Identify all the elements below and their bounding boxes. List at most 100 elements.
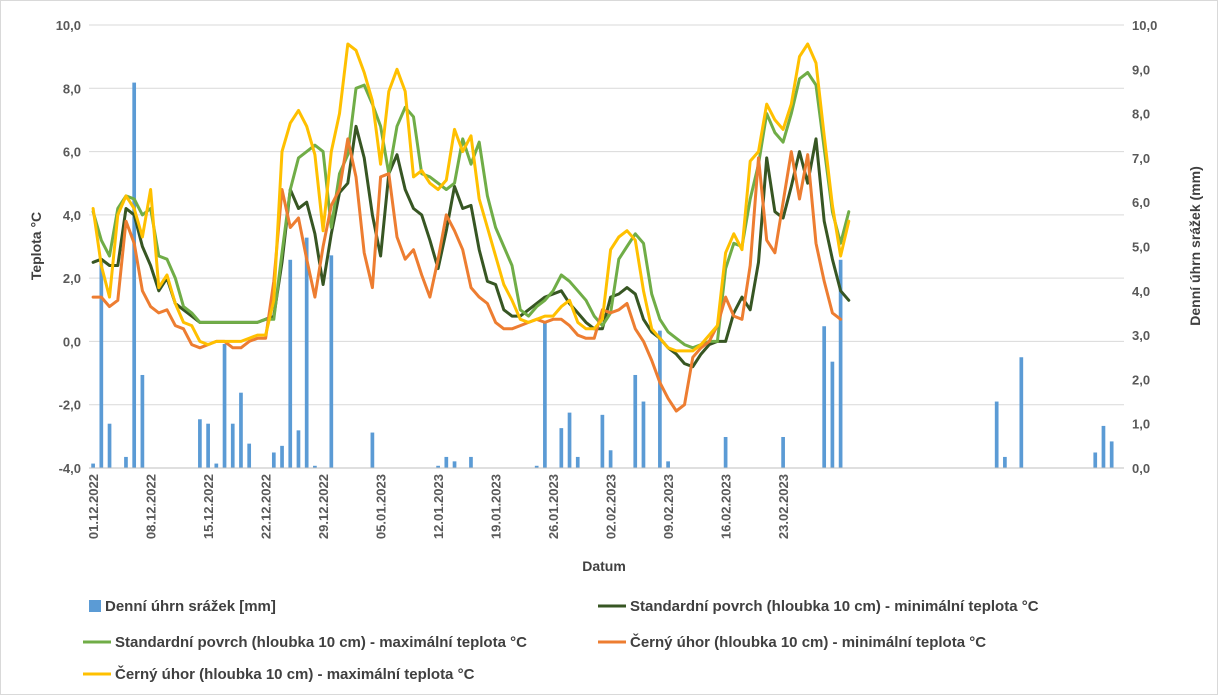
x-tick-label: 15.12.2022 — [201, 474, 216, 539]
precipitation-bar — [222, 343, 227, 468]
y-axis-left-title: Teplota °C — [28, 212, 44, 280]
y-left-tick-label: -2,0 — [59, 398, 81, 413]
precipitation-bar — [469, 456, 473, 468]
precipitation-bar — [239, 392, 243, 468]
y-right-tick-label: 0,0 — [1132, 461, 1150, 476]
precipitation-bar — [641, 401, 646, 468]
x-tick-label: 05.01.2023 — [374, 474, 389, 539]
x-tick-label: 01.12.2022 — [86, 474, 101, 539]
precipitation-bar — [1093, 452, 1098, 468]
temperature-line-2 — [91, 71, 851, 350]
precipitation-bar — [1109, 441, 1114, 468]
precipitation-bar — [91, 463, 95, 468]
y-right-tick-label: 8,0 — [1132, 107, 1150, 122]
precipitation-bar — [575, 456, 580, 468]
y-right-tick-label: 9,0 — [1132, 62, 1150, 77]
precipitation-bar — [444, 456, 449, 468]
precipitation-bar — [1101, 425, 1106, 468]
x-tick-label: 29.12.2022 — [316, 474, 331, 539]
precipitation-bar — [140, 374, 145, 468]
legend-item: Standardní povrch (hloubka 10 cm) - mini… — [598, 598, 1039, 615]
precipitation-bar — [304, 237, 309, 468]
legend-label: Standardní povrch (hloubka 10 cm) - mini… — [630, 598, 1039, 615]
precipitation-bar — [329, 255, 334, 468]
precipitation-bar — [99, 259, 104, 468]
precipitation-bar — [230, 423, 235, 468]
precipitation-bar — [436, 465, 440, 468]
precipitation-bar — [271, 452, 276, 468]
x-tick-label: 08.12.2022 — [144, 474, 159, 539]
y-left-tick-label: 10,0 — [56, 18, 81, 33]
legend-item: Denní úhrn srážek [mm] — [89, 598, 276, 615]
legend-swatch — [89, 600, 101, 612]
y-axis-right-title: Denní úhrn srážek (mm) — [1187, 166, 1203, 325]
y-left-tick-label: 2,0 — [63, 271, 81, 286]
precipitation-bar — [994, 401, 999, 468]
precipitation-bar — [723, 436, 728, 468]
y-right-tick-label: 1,0 — [1132, 417, 1150, 432]
legend: Denní úhrn srážek [mm] Standardní povrch … — [83, 598, 1039, 683]
x-tick-label: 12.01.2023 — [431, 474, 446, 539]
precipitation-bar — [600, 414, 605, 468]
precipitation-bars — [91, 82, 1114, 468]
precipitation-bar — [608, 450, 613, 468]
y-right-tick-label: 10,0 — [1132, 18, 1157, 33]
axes: -4,0 -2,0 0,0 2,0 4,0 6,0 8,0 10,0 0,0 1,0 2,0 3,0 4… — [56, 18, 1158, 539]
x-tick-label: 26.01.2023 — [546, 474, 561, 539]
precipitation-bar — [247, 443, 252, 468]
precipitation-bar — [838, 259, 843, 468]
precipitation-bar — [666, 461, 670, 468]
y-left-tick-label: 6,0 — [63, 145, 81, 160]
precipitation-bar — [658, 330, 662, 468]
temperature-lines — [91, 42, 851, 413]
precipitation-bar — [781, 436, 785, 468]
y-left-tick-label: 8,0 — [63, 81, 81, 96]
gridlines — [89, 24, 1124, 469]
precipitation-bar — [543, 321, 547, 468]
x-tick-label: 09.02.2023 — [661, 474, 676, 539]
y-right-tick-label: 2,0 — [1132, 372, 1150, 387]
y-left-tick-label: -4,0 — [59, 461, 81, 476]
precipitation-bar — [830, 361, 835, 468]
x-tick-label: 23.02.2023 — [776, 474, 791, 539]
precipitation-bar — [567, 412, 572, 468]
y-right-tick-label: 3,0 — [1132, 328, 1150, 343]
precipitation-bar — [370, 432, 375, 468]
legend-item: Černý úhor (hloubka 10 cm) - minimální t… — [598, 633, 986, 651]
precipitation-bar — [822, 326, 827, 468]
legend-label: Černý úhor (hloubka 10 cm) - minimální t… — [630, 633, 986, 651]
temperature-line-3 — [91, 137, 843, 413]
y-left-tick-label: 4,0 — [63, 208, 81, 223]
precipitation-bar — [534, 465, 539, 468]
precipitation-bar — [1003, 456, 1007, 468]
y-right-tick-label: 4,0 — [1132, 284, 1150, 299]
precipitation-bar — [280, 445, 284, 468]
x-tick-label: 19.01.2023 — [489, 474, 504, 539]
x-tick-label: 02.02.2023 — [604, 474, 619, 539]
temperature-line-4 — [91, 42, 851, 353]
x-tick-label: 22.12.2022 — [259, 474, 274, 539]
precipitation-bar — [132, 82, 137, 468]
precipitation-bar — [107, 423, 112, 468]
precipitation-bar — [214, 463, 219, 468]
precipitation-bar — [633, 374, 638, 468]
y-right-tick-label: 7,0 — [1132, 151, 1150, 166]
precipitation-bar — [288, 259, 293, 468]
precipitation-bar — [198, 419, 202, 468]
precipitation-bar — [559, 428, 564, 468]
legend-label: Denní úhrn srážek [mm] — [105, 598, 276, 615]
x-tick-label: 16.02.2023 — [719, 474, 734, 539]
x-axis-title: Datum — [582, 558, 626, 574]
precipitation-bar — [296, 430, 301, 468]
precipitation-bar — [452, 461, 457, 468]
precipitation-bar — [124, 456, 128, 468]
y-right-tick-label: 6,0 — [1132, 195, 1150, 210]
precipitation-bar — [1019, 357, 1024, 468]
y-right-tick-label: 5,0 — [1132, 240, 1150, 255]
precipitation-bar — [313, 465, 317, 468]
legend-item: Standardní povrch (hloubka 10 cm) - maxi… — [83, 634, 527, 651]
legend-item: Černý úhor (hloubka 10 cm) - maximální t… — [83, 665, 475, 683]
legend-label: Standardní povrch (hloubka 10 cm) - maxi… — [115, 634, 527, 651]
